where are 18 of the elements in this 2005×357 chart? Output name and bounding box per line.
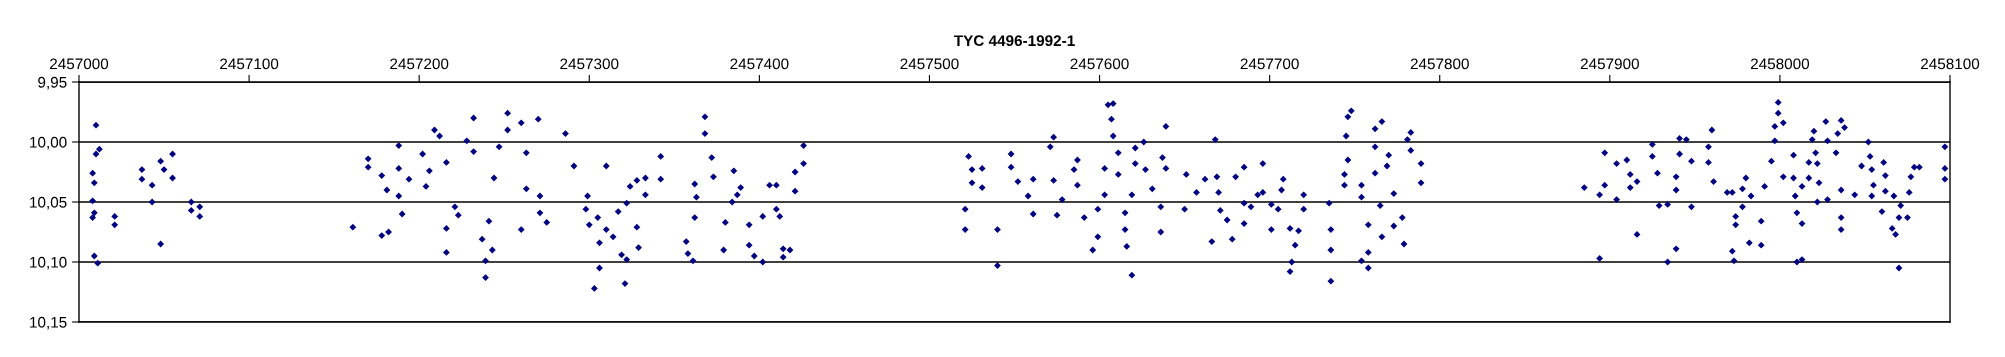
y-tick-label: 10,05 — [30, 196, 67, 210]
x-tick-label: 2457200 — [390, 58, 449, 70]
x-tick-label: 2458100 — [1921, 58, 1980, 70]
x-tick-label: 2457800 — [1410, 58, 1469, 70]
x-tick-label: 2458000 — [1750, 58, 1810, 70]
x-tick-label: 2457600 — [1070, 58, 1129, 70]
x-tick-label: 2457100 — [220, 58, 279, 70]
x-tick-label: 2457300 — [560, 58, 619, 70]
y-tick-label: 10,00 — [30, 136, 67, 150]
x-tick-label: 2457900 — [1580, 58, 1639, 70]
chart-title: TYC 4496-1992-1 — [953, 35, 1075, 47]
y-tick-label: 9,95 — [38, 76, 67, 90]
x-tick-label: 2457500 — [900, 58, 959, 70]
x-tick-label: 2457700 — [1240, 58, 1299, 70]
x-tick-label: 2457000 — [50, 58, 109, 70]
y-tick-label: 10,10 — [30, 256, 67, 270]
x-tick-label: 2457400 — [730, 58, 789, 70]
y-tick-label: 10,15 — [30, 316, 67, 330]
